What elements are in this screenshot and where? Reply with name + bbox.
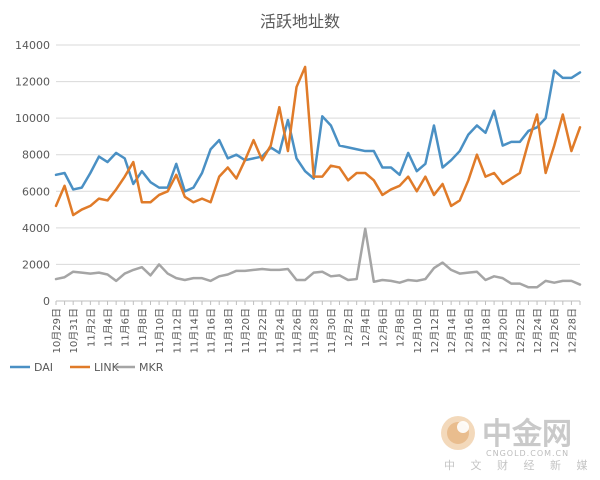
x-tick-label: 12月10日: [412, 308, 424, 353]
series-line-dai: [54, 69, 582, 193]
x-tick-label: 12月24日: [532, 308, 544, 353]
x-tick-label: 11月14日: [188, 308, 200, 353]
x-tick-label: 11月24日: [274, 308, 286, 353]
x-tick-label: 11月10日: [154, 308, 166, 353]
y-tick-label: 2000: [22, 258, 50, 271]
y-tick-label: 6000: [22, 185, 50, 198]
x-tick-label: 11月22日: [257, 308, 269, 353]
watermark-name: 中金网: [482, 417, 572, 452]
y-axis: 0 2000 4000 6000 8000 10000 12000 14000: [15, 39, 50, 308]
series-line-mkr: [54, 227, 582, 289]
x-tick-label: 12月4日: [360, 308, 372, 347]
x-tick-label: 12月14日: [446, 308, 458, 353]
x-axis: 10月29日 10月31日 11月2日 11月4日 11月6日 11月8日 11月10日 11…: [51, 301, 581, 353]
x-tick-label: 10月31日: [68, 308, 80, 353]
y-tick-label: 10000: [15, 112, 50, 125]
x-tick-label: 12月18日: [481, 308, 493, 353]
watermark: 中金网 CNGOLD.COM.CN 中 文 财 经 新 媒 体: [441, 416, 600, 472]
y-tick-label: 4000: [22, 222, 50, 235]
y-tick-label: 14000: [15, 39, 50, 52]
x-tick-label: 12月20日: [498, 308, 510, 353]
x-tick-label: 11月26日: [292, 308, 304, 353]
x-tick-label: 11月4日: [103, 308, 115, 347]
x-tick-label: 10月29日: [51, 308, 63, 353]
cngold-logo-icon: [441, 416, 475, 450]
x-tick-label: 11月6日: [120, 308, 132, 347]
x-tick-label: 12月22日: [515, 308, 527, 353]
x-tick-label: 11月20日: [240, 308, 252, 353]
chart-title: 活跃地址数: [260, 12, 340, 31]
x-tick-label: 12月28日: [566, 308, 578, 353]
x-tick-label: 12月2日: [343, 308, 355, 347]
x-tick-label: 11月2日: [85, 308, 97, 347]
x-tick-label: 11月18日: [223, 308, 235, 353]
y-tick-label: 12000: [15, 76, 50, 89]
x-tick-label: 11月16日: [206, 308, 218, 353]
y-tick-label: 0: [43, 295, 50, 308]
legend-label-mkr: MKR: [139, 361, 164, 374]
x-tick-label: 12月26日: [549, 308, 561, 353]
legend-label-link: LINK: [94, 361, 120, 374]
series-line-link: [54, 65, 582, 217]
series-lines: [54, 65, 582, 289]
watermark-site: CNGOLD.COM.CN: [486, 449, 569, 458]
y-tick-label: 8000: [22, 149, 50, 162]
x-tick-label: 11月30日: [326, 308, 338, 353]
x-tick-label: 11月12日: [171, 308, 183, 353]
x-tick-label: 12月12日: [429, 308, 441, 353]
x-tick-label: 11月8日: [137, 308, 149, 347]
x-tick-label: 12月16日: [463, 308, 475, 353]
legend: DAI LINK MKR: [10, 361, 164, 374]
x-tick-label: 12月8日: [395, 308, 407, 347]
watermark-tagline: 中 文 财 经 新 媒 体: [444, 458, 600, 472]
legend-label-dai: DAI: [34, 361, 53, 374]
x-tick-label: 11月28日: [309, 308, 321, 353]
x-tick-label: 12月6日: [377, 308, 389, 347]
